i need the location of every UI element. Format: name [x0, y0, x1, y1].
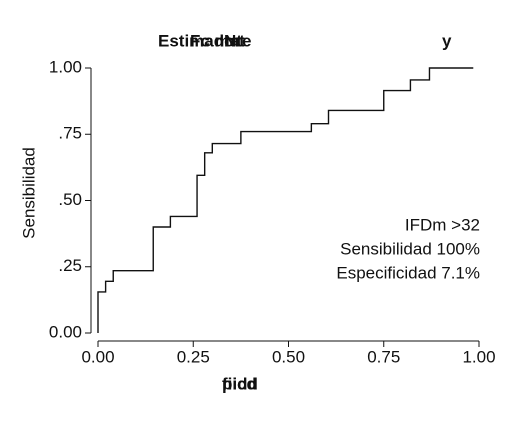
x-tick-label: 0.25 — [177, 347, 210, 366]
y-tick-label: .25 — [58, 256, 82, 275]
x-tick-label: 1.00 — [462, 347, 495, 366]
x-tick-label: 0.00 — [81, 347, 114, 366]
title-part: Nte — [224, 31, 251, 50]
x-axis-label-part: pidd — [222, 374, 258, 393]
y-axis-label: Sensibilidad — [19, 147, 38, 239]
annotation: Especificidad 7.1% — [336, 263, 480, 282]
annotation: Sensibilidad 100% — [340, 239, 480, 258]
y-tick-label: 0.00 — [49, 322, 82, 341]
roc-line — [97, 67, 474, 333]
x-tick-label: 0.50 — [272, 347, 305, 366]
x-axis-label-part: fiicd — [222, 374, 257, 393]
y-tick-label: .50 — [58, 190, 82, 209]
title-part: Estimador — [158, 31, 242, 50]
x-tick-label: 0.75 — [367, 347, 400, 366]
y-tick-label: 1.00 — [49, 57, 82, 76]
y-tick-label: .75 — [58, 124, 82, 143]
title-part: Fc mat — [190, 31, 245, 50]
corner-label: y — [442, 31, 452, 50]
annotation: IFDm >32 — [405, 215, 480, 234]
